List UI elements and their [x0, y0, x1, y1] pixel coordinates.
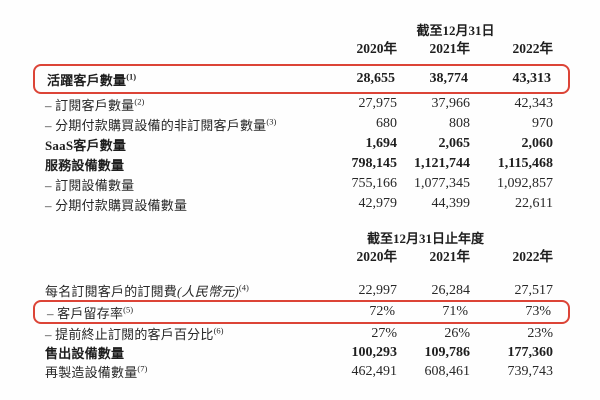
value-2022: 1,092,857: [497, 176, 553, 191]
value-2022: 1,115,468: [497, 156, 553, 171]
table1-years-row: 2020年 2021年 2022年: [33, 37, 570, 57]
table-row-devices-in-service: 服務設備數量 798,145 1,121,744 1,115,468: [33, 154, 570, 174]
financial-metrics-document: 截至12月31日 2020年 2021年 2022年 活躍客戶數量(1) 28,…: [33, 20, 570, 381]
value-2021: 808: [449, 116, 470, 131]
value-2022: 42,343: [514, 96, 554, 111]
footnote-ref: (5): [123, 304, 134, 315]
value-2020: 680: [376, 116, 397, 131]
value-2022: 27,517: [514, 282, 554, 298]
highlighted-table-row-active-customers: 活躍客戶數量(1) 28,655 38,774 43,313: [33, 64, 570, 94]
table-row-subscription-customers: – 訂閱客戶數量(2) 27,975 37,966 42,343: [33, 94, 570, 114]
value-2022: 23%: [527, 325, 553, 341]
value-2021: 26,284: [431, 282, 471, 298]
value-2021: 37,966: [431, 96, 471, 111]
row-label: – 分期付款購買設備數量: [45, 197, 188, 213]
table2-years-row: 2020年 2021年 2022年: [33, 245, 570, 265]
value-2022: 22,611: [515, 196, 553, 211]
value-2020: 27,975: [358, 96, 398, 111]
value-2021: 71%: [442, 304, 468, 319]
value-2020: 72%: [369, 304, 395, 319]
value-2020: 100,293: [351, 344, 398, 360]
footnote-ref: (7): [137, 363, 148, 374]
table-row-subscription-fee-per-customer: 每名訂閱客戶的訂閱費(人民幣元)(4) 22,997 26,284 27,517: [33, 281, 570, 300]
value-2021: 26%: [444, 325, 470, 341]
value-2022: 739,743: [507, 363, 554, 379]
value-2021: 109,786: [424, 344, 471, 360]
table-row-devices-sold: 售出設備數量 100,293 109,786 177,360: [33, 343, 570, 362]
value-2022: 2,060: [521, 136, 554, 151]
row-label-italic: (人民幣元): [177, 284, 239, 299]
table-row-installment-devices: – 分期付款購買設備數量 42,979 44,399 22,611: [33, 194, 570, 214]
value-2020: 42,979: [358, 196, 398, 211]
year-header-2021: 2021年: [429, 249, 471, 264]
table2-period-header: 截至12月31日止年度: [366, 231, 484, 246]
row-label: 售出設備數量: [45, 346, 125, 361]
year-header-2020: 2020年: [356, 41, 398, 56]
value-2020: 755,166: [351, 176, 398, 191]
table2-period-header-row: 截至12月31日止年度: [33, 228, 570, 246]
table-row-early-termination-percentage: – 提前終止訂閱的客戶百分比(6) 27% 26% 23%: [33, 324, 570, 343]
year-header-2021: 2021年: [429, 41, 471, 56]
table-row-installment-nonsub-customers: – 分期付款購買設備的非訂閱客戶數量(3) 680 808 970: [33, 114, 570, 134]
row-label: 每名訂閱客戶的訂閱費: [45, 284, 178, 299]
highlighted-table-row-customer-retention: – 客戶留存率(5) 72% 71% 73%: [33, 300, 570, 324]
footnote-ref: (2): [134, 96, 145, 107]
value-2021: 1,121,744: [414, 156, 470, 171]
row-label: 再製造設備數量: [45, 365, 138, 380]
value-2022: 73%: [525, 304, 551, 319]
value-2020: 22,997: [358, 282, 398, 298]
table-row-remanufactured-devices: 再製造設備數量(7) 462,491 608,461 739,743: [33, 362, 570, 381]
year-header-2022: 2022年: [512, 41, 554, 56]
value-2020: 28,655: [356, 71, 396, 86]
row-label: – 提前終止訂閱的客戶百分比: [45, 327, 214, 342]
value-2021: 1,077,345: [414, 176, 470, 191]
footnote-ref: (3): [266, 116, 277, 127]
value-2021: 608,461: [424, 363, 471, 379]
value-2020: 462,491: [351, 363, 398, 379]
row-label: SaaS客戶數量: [45, 137, 127, 153]
value-2020: 798,145: [351, 156, 398, 171]
year-header-2022: 2022年: [512, 249, 554, 264]
value-2021: 44,399: [431, 196, 471, 211]
footnote-ref: (1): [126, 71, 137, 82]
year-header-2020: 2020年: [356, 249, 398, 264]
table1-period-header: 截至12月31日: [416, 23, 495, 38]
row-label: – 客戶留存率: [47, 305, 124, 321]
value-2020: 27%: [371, 325, 397, 341]
table-row-subscription-devices: – 訂閱設備數量 755,166 1,077,345 1,092,857: [33, 174, 570, 194]
footnote-ref: (6): [213, 325, 224, 336]
row-label: 服務設備數量: [45, 157, 125, 173]
value-2022: 43,313: [512, 71, 552, 86]
row-label: – 分期付款購買設備的非訂閱客戶數量: [45, 117, 267, 133]
value-2021: 2,065: [438, 136, 471, 151]
row-label: – 訂閱客戶數量: [45, 97, 135, 113]
table-row-saas-customers: SaaS客戶數量 1,694 2,065 2,060: [33, 134, 570, 154]
row-label: – 訂閱設備數量: [45, 177, 135, 193]
footnote-ref: (4): [238, 282, 249, 293]
value-2022: 177,360: [507, 344, 554, 360]
value-2022: 970: [532, 116, 553, 131]
table1-period-header-row: 截至12月31日: [33, 20, 570, 38]
value-2021: 38,774: [429, 71, 469, 86]
row-label: 活躍客戶數量: [47, 72, 127, 88]
value-2020: 1,694: [365, 136, 398, 151]
